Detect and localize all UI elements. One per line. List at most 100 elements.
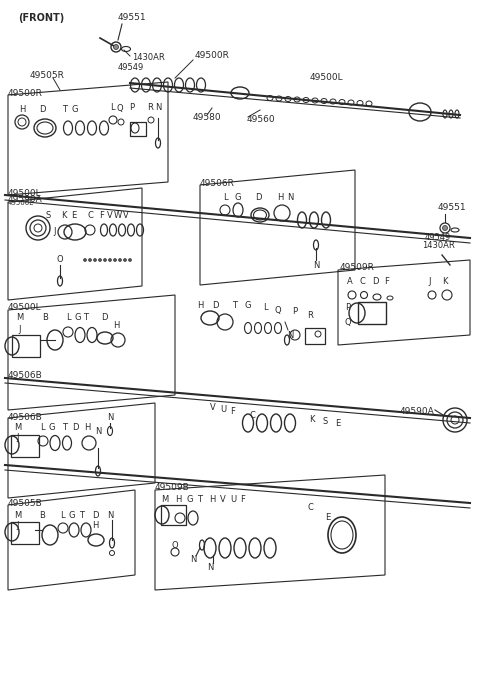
Text: T: T (62, 105, 68, 114)
Text: 49509R: 49509R (340, 263, 375, 272)
Text: P: P (292, 308, 298, 317)
Text: J: J (17, 432, 19, 441)
Text: N: N (287, 194, 293, 202)
Bar (12, 335, 40, 357)
Bar (305, 328, 325, 344)
Text: K: K (309, 415, 315, 425)
Text: D: D (255, 194, 261, 202)
Circle shape (104, 259, 107, 261)
Text: H: H (197, 300, 203, 309)
Text: C: C (359, 278, 365, 287)
Circle shape (123, 259, 127, 261)
Text: H: H (209, 495, 215, 505)
Text: S: S (46, 211, 50, 220)
Text: P: P (346, 304, 350, 313)
Text: 49500L: 49500L (8, 189, 42, 198)
Text: H: H (277, 194, 283, 202)
Text: E: E (72, 211, 77, 220)
Text: G: G (245, 300, 251, 309)
Text: 1430AR: 1430AR (132, 53, 165, 62)
Text: N: N (313, 261, 319, 269)
Text: Q: Q (275, 306, 281, 315)
Text: W: W (114, 211, 122, 220)
Text: 49506B: 49506B (8, 412, 43, 421)
Text: A: A (347, 278, 353, 287)
Text: 49500R: 49500R (8, 88, 43, 98)
Text: D: D (39, 105, 45, 114)
Bar (358, 302, 386, 324)
Text: Q: Q (345, 317, 351, 326)
Text: 49505B: 49505B (8, 499, 43, 508)
Text: K: K (442, 278, 448, 287)
Bar (130, 122, 146, 136)
Text: F: F (240, 495, 245, 505)
Text: 49580: 49580 (193, 114, 222, 122)
Text: H: H (84, 423, 90, 432)
Text: P: P (130, 103, 134, 112)
Text: L: L (66, 313, 70, 322)
Text: N: N (95, 428, 101, 436)
Text: 49500L: 49500L (310, 73, 344, 83)
Text: E: E (325, 514, 331, 523)
Text: J: J (429, 278, 431, 287)
Text: N: N (287, 330, 293, 339)
Text: K: K (61, 211, 67, 220)
Text: N: N (190, 555, 196, 564)
Circle shape (129, 259, 132, 261)
Text: Q: Q (117, 103, 123, 112)
Text: G: G (187, 495, 193, 505)
Text: 49549: 49549 (118, 64, 144, 73)
Text: D: D (92, 510, 98, 520)
Text: L: L (60, 510, 64, 520)
Text: O: O (172, 540, 178, 549)
Text: S: S (323, 417, 328, 427)
Text: C: C (307, 503, 313, 512)
Text: M: M (16, 313, 24, 322)
Text: R: R (307, 311, 313, 319)
Text: 49590A: 49590A (8, 196, 43, 205)
Text: 49506R: 49506R (200, 179, 235, 187)
Text: T: T (80, 510, 84, 520)
Text: N: N (107, 414, 113, 423)
Text: D: D (212, 300, 218, 309)
Text: 49506B: 49506B (8, 371, 43, 380)
Text: 49590A: 49590A (400, 408, 435, 417)
Text: U: U (220, 406, 226, 415)
Text: G: G (72, 105, 78, 114)
Bar (11, 522, 39, 544)
Text: J: J (17, 521, 19, 529)
Text: H: H (92, 521, 98, 529)
Text: G: G (75, 313, 81, 322)
Text: 49500R: 49500R (195, 51, 230, 60)
Bar (161, 505, 186, 525)
Text: V: V (220, 495, 226, 505)
Text: L: L (40, 423, 44, 432)
Text: 49551: 49551 (438, 204, 467, 213)
Text: B: B (39, 510, 45, 520)
Text: 49551: 49551 (118, 14, 146, 23)
Circle shape (113, 259, 117, 261)
Text: O: O (57, 256, 63, 265)
Text: H: H (19, 105, 25, 114)
Text: C: C (249, 410, 255, 419)
Circle shape (119, 259, 121, 261)
Text: 49500L: 49500L (8, 200, 34, 206)
Text: J: J (19, 326, 21, 334)
Circle shape (113, 44, 119, 49)
Text: G: G (235, 194, 241, 202)
Text: T: T (84, 313, 88, 322)
Text: 49509B: 49509B (155, 484, 190, 492)
Circle shape (108, 259, 111, 261)
Bar (11, 435, 39, 457)
Text: V: V (123, 211, 129, 220)
Text: D: D (72, 423, 78, 432)
Text: 49505R: 49505R (30, 70, 65, 79)
Text: D: D (372, 278, 378, 287)
Text: 49500L: 49500L (8, 302, 42, 311)
Circle shape (88, 259, 92, 261)
Text: G: G (49, 423, 55, 432)
Text: D: D (101, 313, 107, 322)
Text: 1430AR: 1430AR (421, 241, 455, 250)
Text: T: T (232, 300, 238, 309)
Text: N: N (155, 103, 161, 112)
